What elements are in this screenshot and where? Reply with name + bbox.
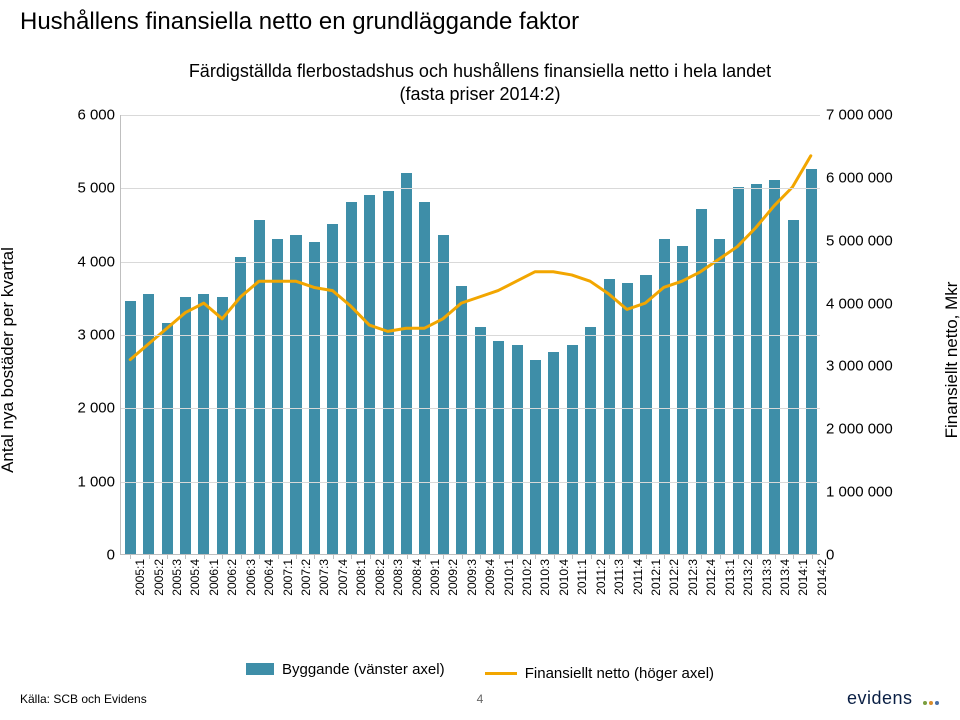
- x-tick-label: 2013:3: [760, 559, 774, 596]
- x-tick-label: 2011:1: [575, 559, 589, 595]
- brand-name: evidens: [847, 688, 913, 708]
- grid-line: [121, 335, 820, 336]
- grid-line: [121, 188, 820, 189]
- x-tick-label: 2006:3: [244, 559, 258, 596]
- y-left-tick-label: 0: [107, 547, 115, 564]
- chart-area: 01 0002 0003 0004 0005 0006 00001 000 00…: [60, 115, 900, 615]
- y-left-tick-label: 6 000: [77, 107, 115, 124]
- x-tick-label: 2014:2: [815, 559, 829, 596]
- x-tick-label: 2007:1: [281, 559, 295, 596]
- x-tick-label: 2006:4: [262, 559, 276, 596]
- y-right-tick-label: 1 000 000: [826, 484, 893, 501]
- brand-logo: evidens: [847, 688, 940, 710]
- x-tick-label: 2005:2: [152, 559, 166, 596]
- grid-line: [121, 262, 820, 263]
- y-right-tick-label: 7 000 000: [826, 107, 893, 124]
- x-tick-label: 2012:4: [704, 559, 718, 596]
- x-tick-label: 2008:1: [354, 559, 368, 596]
- x-tick-label: 2010:4: [557, 559, 571, 596]
- legend-label: Finansiellt netto (höger axel): [525, 665, 714, 682]
- x-tick-label: 2009:3: [465, 559, 479, 596]
- x-tick-label: 2007:3: [317, 559, 331, 596]
- legend-swatch-icon: [246, 663, 274, 675]
- x-tick-label: 2013:2: [741, 559, 755, 596]
- y-left-tick-label: 4 000: [77, 253, 115, 270]
- grid-line: [121, 482, 820, 483]
- x-tick-label: 2008:2: [373, 559, 387, 596]
- y-left-axis-title: Antal nya bostäder per kvartal: [0, 247, 18, 473]
- y-left-tick-label: 2 000: [77, 400, 115, 417]
- page-title: Hushållens finansiella netto en grundläg…: [20, 8, 579, 36]
- grid-line: [121, 115, 820, 116]
- x-tick-label: 2009:1: [428, 559, 442, 596]
- legend-label: Byggande (vänster axel): [282, 661, 445, 678]
- y-right-tick-label: 2 000 000: [826, 421, 893, 438]
- x-tick-label: 2005:3: [170, 559, 184, 596]
- x-tick-label: 2011:4: [631, 559, 645, 595]
- x-tick-label: 2013:4: [778, 559, 792, 596]
- legend: Byggande (vänster axel) Finansiellt nett…: [0, 661, 960, 683]
- x-tick-label: 2012:3: [686, 559, 700, 596]
- legend-item-bars: Byggande (vänster axel): [246, 661, 445, 678]
- brand-dots-icon: [922, 689, 940, 710]
- y-left-tick-label: 3 000: [77, 327, 115, 344]
- x-tick-label: 2008:3: [391, 559, 405, 596]
- y-right-tick-label: 5 000 000: [826, 232, 893, 249]
- x-tick-label: 2006:1: [207, 559, 221, 596]
- x-tick-label: 2010:1: [502, 559, 516, 596]
- x-tick-label: 2014:1: [796, 559, 810, 596]
- line-series: [130, 156, 811, 360]
- x-tick-label: 2013:1: [723, 559, 737, 596]
- x-tick-label: 2010:3: [538, 559, 552, 596]
- x-tick-label: 2011:2: [594, 559, 608, 595]
- y-right-axis-title: Finansiellt netto, Mkr: [942, 282, 960, 439]
- x-tick-label: 2006:2: [225, 559, 239, 596]
- y-left-tick-label: 1 000: [77, 473, 115, 490]
- x-tick-label: 2008:4: [410, 559, 424, 596]
- chart-subtitle: Färdigställda flerbostadshus och hushåll…: [0, 60, 960, 107]
- y-right-tick-label: 4 000 000: [826, 295, 893, 312]
- y-left-tick-label: 5 000: [77, 180, 115, 197]
- x-tick-label: 2007:2: [299, 559, 313, 596]
- x-tick-label: 2012:2: [667, 559, 681, 596]
- plot-area: 01 0002 0003 0004 0005 0006 00001 000 00…: [120, 115, 820, 555]
- legend-line-icon: [485, 672, 517, 675]
- y-right-tick-label: 3 000 000: [826, 358, 893, 375]
- x-tick-label: 2009:2: [446, 559, 460, 596]
- grid-line: [121, 408, 820, 409]
- x-axis-labels: 2005:1 2005:2 2005:3 2005:4 2006:1 2006:2 2006…: [120, 555, 820, 615]
- page-number: 4: [477, 692, 484, 706]
- source-text: Källa: SCB och Evidens: [20, 692, 147, 706]
- x-tick-label: 2009:4: [483, 559, 497, 596]
- legend-item-line: Finansiellt netto (höger axel): [485, 665, 714, 682]
- x-tick-label: 2005:1: [133, 559, 147, 596]
- x-tick-label: 2010:2: [520, 559, 534, 596]
- x-tick-label: 2012:1: [649, 559, 663, 596]
- y-right-tick-label: 6 000 000: [826, 169, 893, 186]
- x-tick-label: 2007:4: [336, 559, 350, 596]
- x-tick-label: 2011:3: [612, 559, 626, 595]
- x-tick-label: 2005:4: [188, 559, 202, 596]
